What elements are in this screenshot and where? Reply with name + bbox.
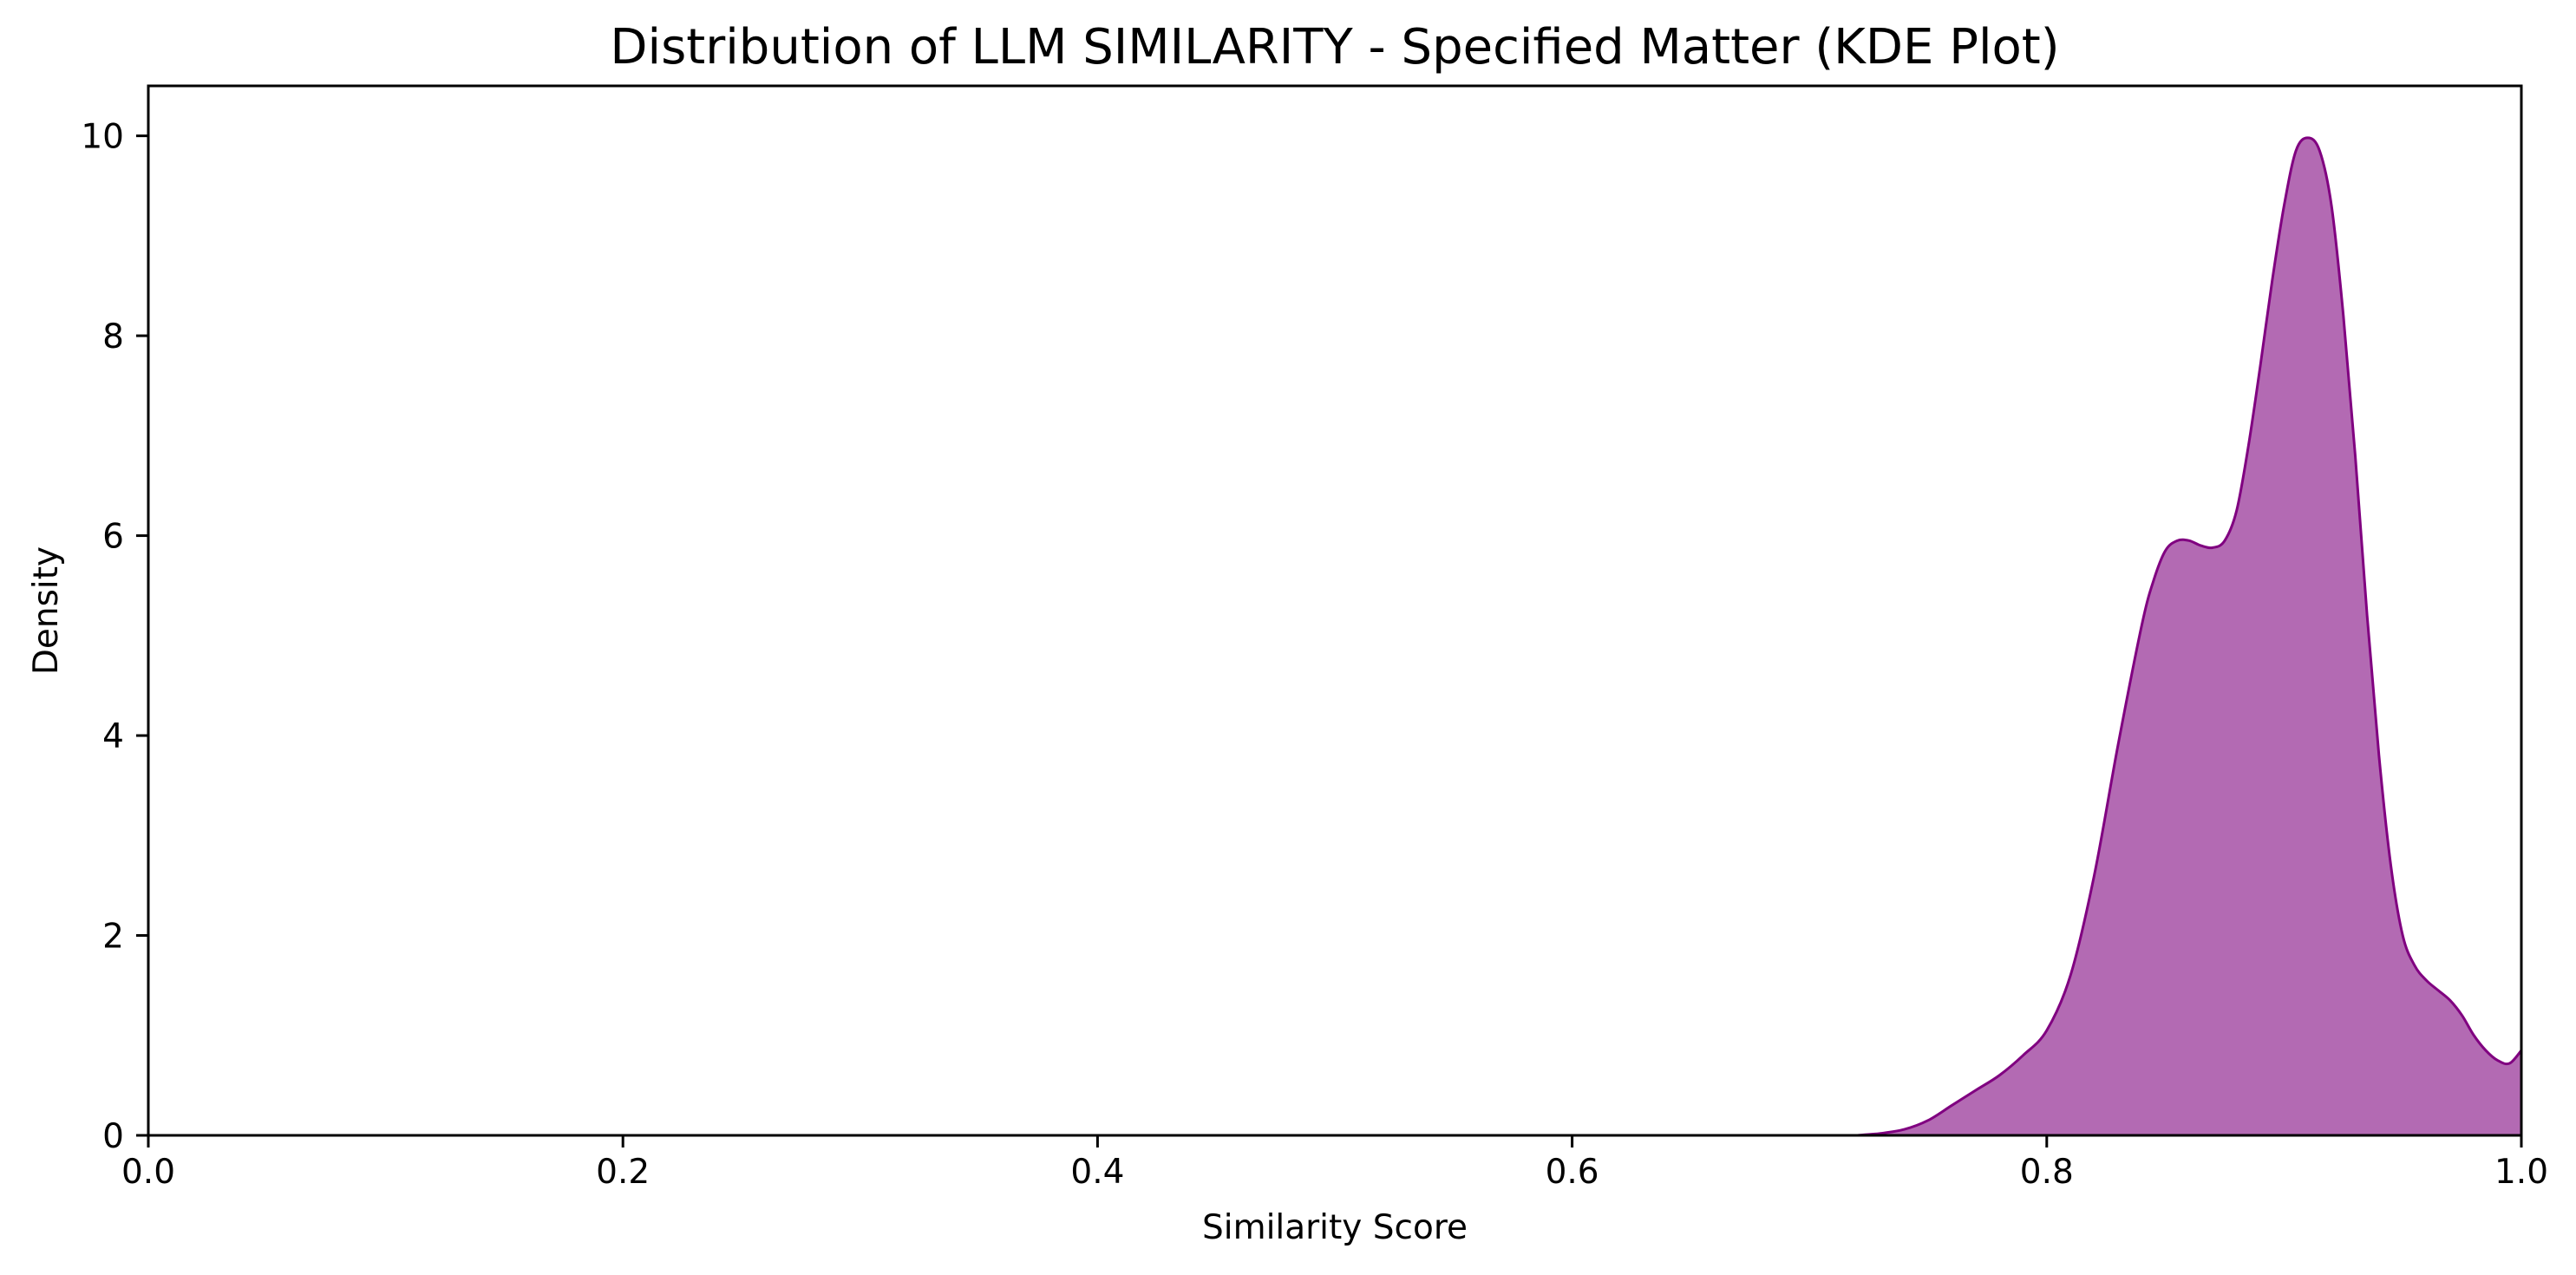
y-axis-label: Density <box>27 546 66 675</box>
x-tick-label: 0.6 <box>1546 1153 1599 1192</box>
y-tick-label: 2 <box>102 918 124 957</box>
x-axis-label: Similarity Score <box>1202 1208 1468 1247</box>
x-tick-label: 0.8 <box>2020 1153 2074 1192</box>
y-tick-label: 10 <box>81 118 124 157</box>
plot-frame <box>147 84 2523 1137</box>
plot-area <box>147 84 2523 1137</box>
kde-line-0 <box>1856 136 2523 1137</box>
x-tick-label: 0.2 <box>596 1153 650 1192</box>
chart-title: Distribution of LLM SIMILARITY - Specifi… <box>610 19 2059 75</box>
x-tick-label: 1.0 <box>2494 1153 2548 1192</box>
y-tick-label: 6 <box>102 518 124 557</box>
y-tick-label: 8 <box>102 317 124 356</box>
y-tick-label: 0 <box>102 1117 124 1156</box>
y-axis: 0 2 4 6 8 10 <box>81 118 148 1156</box>
x-tick-label: 0.0 <box>121 1153 175 1192</box>
kde-area-0 <box>1856 137 2521 1135</box>
x-axis: 0.0 0.2 0.4 0.6 0.8 1.0 <box>121 1135 2548 1192</box>
y-tick-label: 4 <box>102 717 124 756</box>
x-tick-label: 0.4 <box>1070 1153 1124 1192</box>
